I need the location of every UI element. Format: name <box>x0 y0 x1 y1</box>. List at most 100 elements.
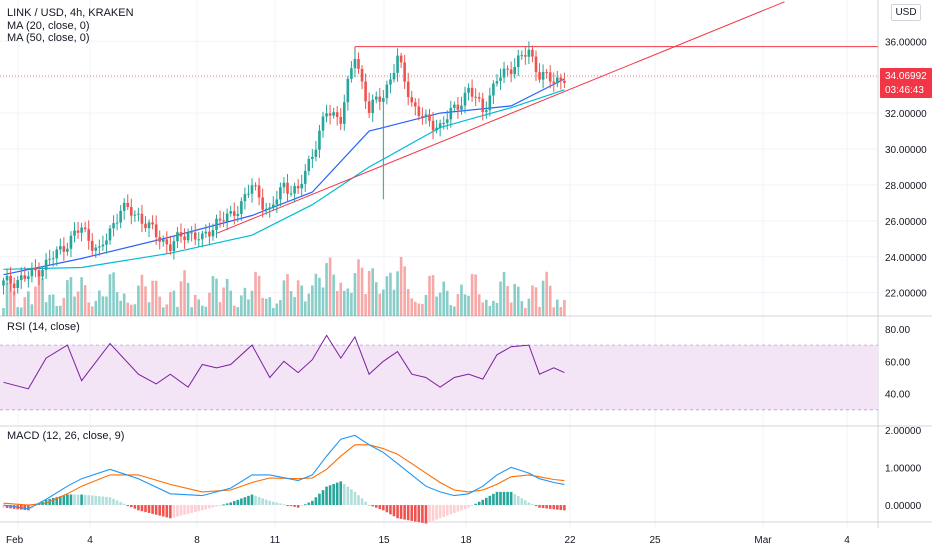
candle <box>2 280 5 285</box>
candle <box>130 207 133 216</box>
macd-histogram-bar <box>450 505 453 514</box>
volume-bar <box>492 301 495 316</box>
symbol-title: LINK / USD, 4h, KRAKEN <box>7 6 134 20</box>
macd-histogram-bar <box>439 505 442 518</box>
macd-histogram-bar <box>478 502 481 505</box>
candle <box>137 214 140 215</box>
candle <box>531 50 534 57</box>
macd-histogram-bar <box>283 504 286 505</box>
macd-histogram-bar <box>109 497 112 505</box>
macd-histogram-bar <box>453 505 456 513</box>
macd-histogram-bar <box>563 505 566 510</box>
macd-histogram-bar <box>183 505 186 515</box>
macd-histogram-bar <box>190 505 193 513</box>
candle <box>27 276 30 279</box>
candle <box>105 240 108 244</box>
candle <box>315 150 318 157</box>
candle <box>34 268 37 270</box>
volume-bar <box>272 308 275 316</box>
macd-histogram-bar <box>364 502 367 505</box>
candle <box>38 270 41 276</box>
candle <box>279 187 282 199</box>
macd-legend[interactable]: MACD (12, 26, close, 9) <box>7 430 124 442</box>
time-tick-label: 11 <box>270 535 281 546</box>
volume-bar <box>2 308 5 316</box>
candle <box>272 205 275 208</box>
macd-histogram-bar <box>329 485 332 505</box>
volume-bar <box>73 297 76 316</box>
candle <box>318 131 321 150</box>
volume-bar <box>481 302 484 316</box>
macd-histogram-bar <box>77 495 80 506</box>
candle <box>183 237 186 241</box>
volume-bar <box>510 303 513 316</box>
macd-histogram-bar <box>300 505 303 506</box>
macd-histogram-bar <box>126 505 129 506</box>
volume-bar <box>535 287 538 316</box>
candle <box>496 81 499 83</box>
volume-bar <box>329 258 332 316</box>
volume-bar <box>173 291 176 316</box>
macd-histogram-bar <box>237 500 240 505</box>
volume-bar <box>116 292 119 316</box>
macd-histogram-bar <box>418 505 421 522</box>
volume-bar <box>205 307 208 316</box>
macd-histogram-bar <box>375 505 378 508</box>
macd-histogram-bar <box>485 498 488 505</box>
time-tick-label: 8 <box>194 535 200 546</box>
volume-bar <box>31 304 34 316</box>
macd-histogram-bar <box>517 496 520 505</box>
ma20-line <box>4 79 565 275</box>
rsi-legend[interactable]: RSI (14, close) <box>7 321 80 333</box>
candle <box>166 239 169 244</box>
candle <box>442 123 445 124</box>
volume-bar <box>233 306 236 316</box>
macd-histogram-bar <box>226 503 229 505</box>
volume-bar <box>382 289 385 316</box>
candle <box>13 284 16 288</box>
candle <box>311 157 314 159</box>
ma50-legend[interactable]: MA (50, close, 0) <box>7 31 90 45</box>
macd-histogram-bar <box>467 505 470 508</box>
volume-bar <box>538 307 541 316</box>
volume-bar <box>87 302 90 316</box>
candle <box>467 88 470 93</box>
volume-bar <box>20 307 23 316</box>
volume-bar <box>215 279 218 316</box>
candle <box>478 97 481 99</box>
macd-histogram-bar <box>155 505 158 515</box>
volume-bar <box>212 276 215 316</box>
candle <box>485 110 488 112</box>
macd-histogram-bar <box>560 505 563 510</box>
macd-histogram-bar <box>66 495 69 506</box>
macd-histogram-bar <box>421 505 424 523</box>
candle <box>276 199 279 204</box>
candle <box>148 222 151 228</box>
volume-bar <box>311 285 314 316</box>
macd-histogram-bar <box>389 505 392 514</box>
macd-histogram-bar <box>102 496 105 505</box>
macd-histogram-bar <box>471 505 474 506</box>
macd-histogram-bar <box>208 505 211 508</box>
macd-histogram-bar <box>137 505 140 510</box>
volume-bar <box>339 283 342 316</box>
macd-histogram-bar <box>24 505 27 510</box>
volume-bar <box>379 294 382 316</box>
volume-bar <box>119 301 122 316</box>
candle <box>80 228 83 233</box>
candle <box>414 102 417 106</box>
macd-histogram-bar <box>98 496 101 505</box>
candle <box>158 237 161 242</box>
currency-button[interactable]: USD <box>891 4 921 21</box>
volume-bar <box>403 266 406 316</box>
macd-histogram-bar <box>315 497 318 505</box>
volume-bar <box>265 299 268 316</box>
volume-bar <box>375 282 378 316</box>
macd-histogram-bar <box>556 505 559 510</box>
macd-histogram-bar <box>531 504 534 505</box>
macd-histogram-bar <box>407 505 410 520</box>
volume-bar <box>464 294 467 316</box>
macd-histogram-bar <box>396 505 399 518</box>
candle <box>524 55 527 57</box>
